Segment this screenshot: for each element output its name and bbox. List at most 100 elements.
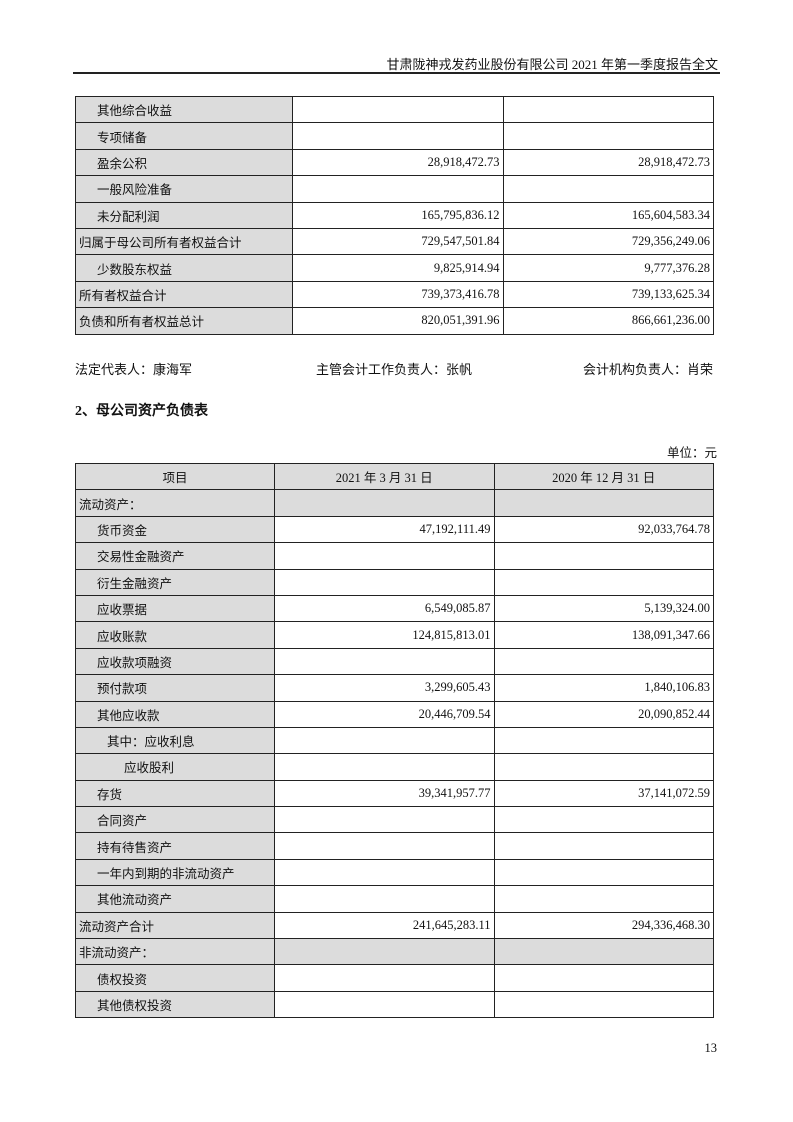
- row-label: 存货: [75, 779, 275, 808]
- row-label: 应收款项融资: [75, 647, 275, 676]
- value-current: [274, 726, 495, 755]
- row-label: 衍生金融资产: [75, 568, 275, 596]
- value-current: 241,645,283.11: [274, 911, 495, 940]
- table-row: 衍生金融资产: [75, 568, 714, 596]
- value-prior: 165,604,583.34: [502, 201, 714, 229]
- header-rule: [73, 72, 720, 74]
- row-label: 债权投资: [75, 964, 275, 992]
- row-label: 应收票据: [75, 594, 275, 623]
- value-prior: 5,139,324.00: [493, 594, 714, 623]
- value-current: 9,825,914.94: [292, 254, 504, 282]
- row-label: 合同资产: [75, 806, 275, 834]
- equity-table-continued: 其他综合收益 专项储备 盈余公积 28,918,472.73 28,918,472.73…: [75, 95, 714, 335]
- value-current: [292, 175, 504, 203]
- table-row: 货币资金 47,192,111.49 92,033,764.78: [75, 515, 714, 544]
- parent-balance-sheet-table: 项目 2021 年 3 月 31 日 2020 年 12 月 31 日 流动资产…: [75, 462, 714, 1019]
- row-label: 一年内到期的非流动资产: [75, 858, 275, 887]
- value-current: 165,795,836.12: [292, 201, 504, 229]
- table-row: 存货 39,341,957.77 37,141,072.59: [75, 779, 714, 808]
- row-label: 应收账款: [75, 621, 275, 649]
- value-prior: [502, 122, 714, 150]
- row-label: 其他流动资产: [75, 885, 275, 913]
- table-row: 未分配利润 165,795,836.12 165,604,583.34: [75, 201, 714, 229]
- value-prior: 294,336,468.30: [493, 911, 714, 940]
- value-prior: [493, 726, 714, 755]
- row-label: 交易性金融资产: [75, 542, 275, 570]
- value-prior: [493, 806, 714, 834]
- value-current: 28,918,472.73: [292, 148, 504, 177]
- value-prior: [493, 858, 714, 887]
- table-row: 一般风险准备: [75, 175, 714, 203]
- value-current: [274, 858, 495, 887]
- value-prior: [493, 885, 714, 913]
- table-row: 债权投资: [75, 964, 714, 992]
- column-header-current: 2021 年 3 月 31 日: [274, 462, 495, 491]
- section-title: 2、母公司资产负债表: [75, 404, 208, 419]
- row-label: 未分配利润: [75, 201, 293, 229]
- value-current: 39,341,957.77: [274, 779, 495, 808]
- table-row: 少数股东权益 9,825,914.94 9,777,376.28: [75, 254, 714, 282]
- value-current: [274, 568, 495, 596]
- value-prior: 739,133,625.34: [502, 280, 714, 309]
- value-prior: 138,091,347.66: [493, 621, 714, 649]
- table-row: 交易性金融资产: [75, 542, 714, 570]
- value-prior: 37,141,072.59: [493, 779, 714, 808]
- value-current: [274, 832, 495, 860]
- table-row: 其他应收款 20,446,709.54 20,090,852.44: [75, 700, 714, 728]
- table-row: 专项储备: [75, 122, 714, 150]
- report-header-title: 甘肃陇神戎发药业股份有限公司 2021 年第一季度报告全文: [386, 57, 718, 72]
- value-current: 3,299,605.43: [274, 674, 495, 702]
- table-header-row: 项目 2021 年 3 月 31 日 2020 年 12 月 31 日: [75, 462, 714, 491]
- value-prior: [502, 175, 714, 203]
- value-prior: 1,840,106.83: [493, 674, 714, 702]
- row-label: 少数股东权益: [75, 254, 293, 282]
- value-current: [274, 885, 495, 913]
- row-label: 流动资产：: [75, 489, 275, 517]
- value-prior: [493, 964, 714, 992]
- value-prior: 20,090,852.44: [493, 700, 714, 728]
- value-prior: 729,356,249.06: [502, 227, 714, 256]
- row-label: 其他债权投资: [75, 990, 275, 1019]
- value-current: 47,192,111.49: [274, 515, 495, 544]
- value-current: [274, 938, 495, 966]
- accounting-dept-head: 会计机构负责人：肖荣: [582, 362, 713, 377]
- table-row: 其他流动资产: [75, 885, 714, 913]
- value-prior: [493, 938, 714, 966]
- column-header-item: 项目: [75, 462, 275, 491]
- value-prior: [493, 489, 714, 517]
- value-current: [292, 95, 504, 124]
- value-prior: 9,777,376.28: [502, 254, 714, 282]
- value-current: [274, 806, 495, 834]
- value-prior: 866,661,236.00: [502, 307, 714, 335]
- value-prior: [502, 95, 714, 124]
- table-row: 所有者权益合计 739,373,416.78 739,133,625.34: [75, 280, 714, 309]
- value-current: 124,815,813.01: [274, 621, 495, 649]
- value-prior: [493, 568, 714, 596]
- value-current: [274, 542, 495, 570]
- table-row: 应收款项融资: [75, 647, 714, 676]
- row-label: 非流动资产：: [75, 938, 275, 966]
- legal-representative: 法定代表人：康海军: [75, 362, 193, 377]
- table-row: 持有待售资产: [75, 832, 714, 860]
- unit-label: 单位：元: [666, 446, 717, 460]
- table-row: 合同资产: [75, 806, 714, 834]
- column-header-prior: 2020 年 12 月 31 日: [493, 462, 714, 491]
- value-current: [274, 964, 495, 992]
- table-row: 其他债权投资: [75, 990, 714, 1019]
- row-label: 专项储备: [75, 122, 293, 150]
- row-label: 所有者权益合计: [75, 280, 293, 309]
- row-label: 其他应收款: [75, 700, 275, 728]
- value-current: [292, 122, 504, 150]
- value-current: [274, 753, 495, 781]
- table-row: 应收票据 6,549,085.87 5,139,324.00: [75, 594, 714, 623]
- table-row: 其中：应收利息: [75, 726, 714, 755]
- value-current: 6,549,085.87: [274, 594, 495, 623]
- value-prior: 28,918,472.73: [502, 148, 714, 177]
- table-row: 盈余公积 28,918,472.73 28,918,472.73: [75, 148, 714, 177]
- accounting-head: 主管会计工作负责人：张帆: [316, 362, 473, 377]
- table-row: 流动资产：: [75, 489, 714, 517]
- value-current: [274, 990, 495, 1019]
- table-row: 流动资产合计 241,645,283.11 294,336,468.30: [75, 911, 714, 940]
- value-prior: 92,033,764.78: [493, 515, 714, 544]
- table-row: 应收股利: [75, 753, 714, 781]
